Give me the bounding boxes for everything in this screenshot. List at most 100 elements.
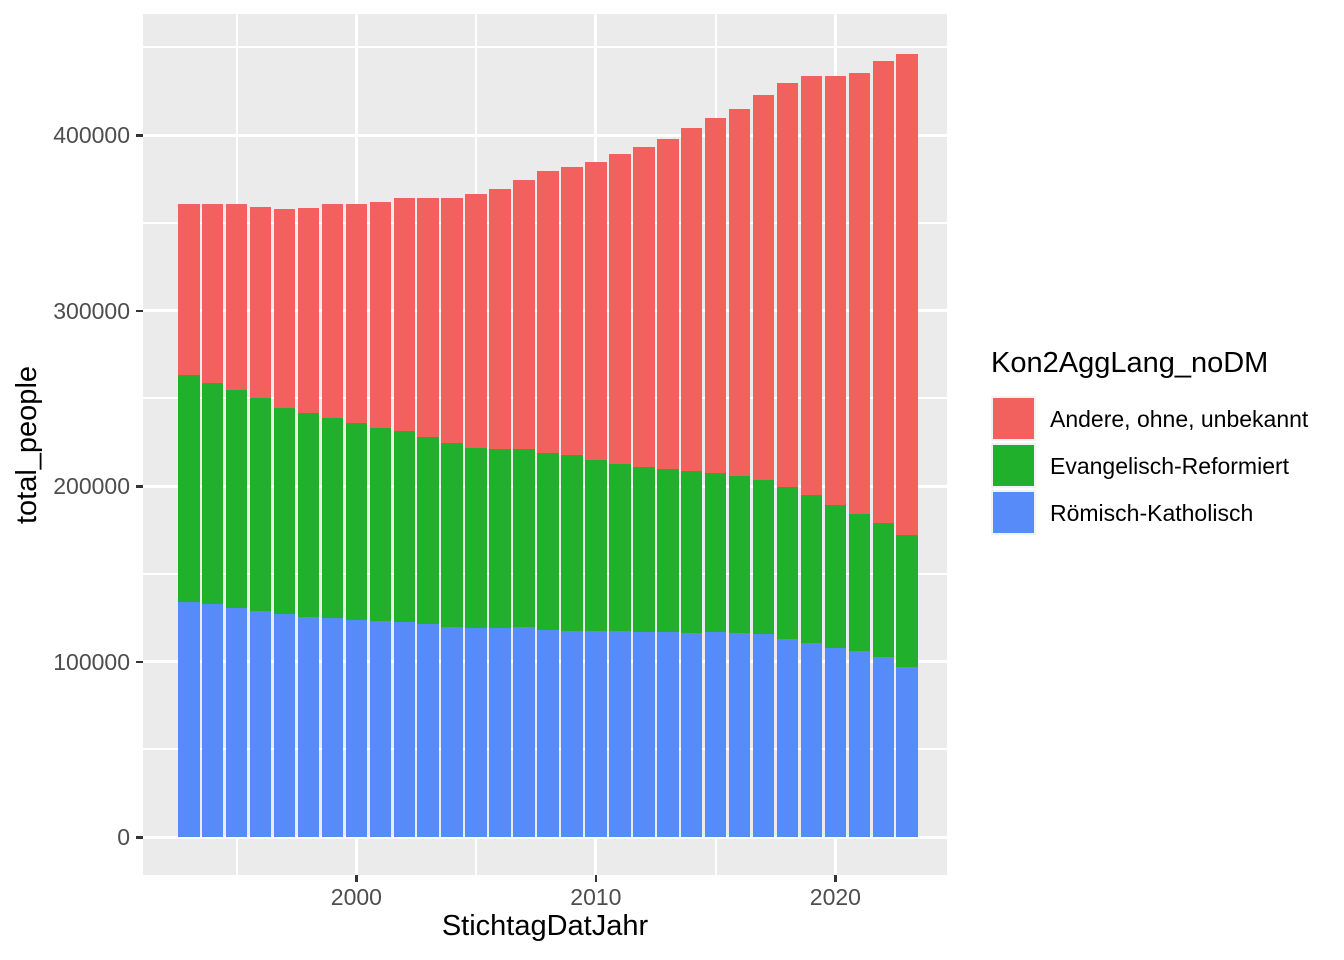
legend: Kon2AggLang_noDM Andere, ohne, unbekannt… [991,346,1336,537]
bar-segment [273,208,296,408]
bar-segment [728,475,751,634]
bar-segment [848,650,871,837]
bar-segment [465,447,487,629]
bar-segment [609,153,631,465]
bar-segment [824,75,847,505]
y-tick-label: 0 [117,824,130,850]
bar-segment [633,147,655,468]
bar-segment [800,494,823,643]
bar-segment [273,614,296,837]
bar-segment [393,430,416,622]
bar-segment [465,628,487,837]
bar-segment [345,203,368,424]
y-tick-label: 400000 [53,122,130,148]
bar-segment [225,203,248,390]
bar-segment [345,423,368,621]
legend-item: Andere, ohne, unbekannt [991,396,1336,441]
x-tick-mark [594,875,598,882]
bar-segment [872,61,895,524]
bar-segment [321,203,344,419]
bar-segment [321,618,344,837]
bar-segment [752,634,775,837]
bar-segment [704,473,727,632]
bar-segment [465,194,487,448]
x-tick-mark [834,875,837,882]
y-gridline-major [143,835,947,839]
bar-segment [848,73,871,514]
bar-segment [537,170,559,454]
bar-segment [776,486,799,640]
x-tick-label: 2020 [809,884,861,910]
bar-segment [704,632,727,837]
bar-segment [633,631,655,837]
bar-segment [800,76,823,495]
x-axis-title: StichtagDatJahr [441,910,649,942]
bar-segment [441,626,463,837]
bar-segment [896,53,919,535]
bar-segment [561,630,583,837]
x-tick-label: 2010 [570,884,622,910]
bar-segment [561,454,583,631]
bar-segment [489,189,511,449]
y-axis-title: total_people [11,365,43,525]
bar-segment [177,203,200,375]
bar-segment [656,468,679,632]
bar-segment [680,632,703,837]
bar-segment [393,621,416,837]
bar-segment [752,94,775,480]
bar-segment [752,479,775,635]
bar-segment [561,166,583,455]
bar-segment [441,443,463,627]
bar-segment [177,601,200,837]
bar-segment [249,610,272,837]
bar-segment [393,198,416,431]
bar-segment [489,448,511,628]
legend-label-andere: Andere, ohne, unbekannt [1050,405,1309,432]
bar-segment [704,118,727,474]
legend-swatch-reformiert [991,443,1036,488]
bar-segment [824,504,847,649]
legend-label-katholisch: Römisch-Katholisch [1050,499,1254,526]
bar-segment [345,620,368,837]
bar-segment [201,203,224,383]
bar-segment [728,633,751,837]
legend-item: Evangelisch-Reformiert [991,443,1336,488]
bar-segment [249,398,272,611]
bar-segment [872,657,895,837]
bar-segment [896,534,919,667]
bar-segment [297,208,320,413]
y-tick-label: 200000 [53,473,130,499]
bar-segment [249,206,272,399]
y-tick-mark [136,836,143,839]
bar-segment [489,627,511,837]
y-tick-label: 300000 [53,297,130,324]
bar-segment [537,453,559,631]
x-tick-mark [355,875,358,882]
bar-segment [417,198,440,438]
bar-segment [177,374,200,602]
bar-segment [609,464,631,631]
bar-segment [633,467,655,632]
bar-segment [441,198,463,444]
bar-segment [800,642,823,837]
plot-panel [143,14,947,875]
bar-segment [585,161,607,461]
bar-segment [513,179,535,449]
bar-segment [656,139,679,469]
bar-segment [609,630,631,837]
bar-segment [848,513,871,651]
bar-segment [369,201,392,428]
legend-swatch-katholisch [991,490,1036,535]
bar-segment [417,437,440,624]
bar-segment [297,617,320,837]
legend-label-reformiert: Evangelisch-Reformiert [1050,452,1290,479]
bar-segment [297,412,320,618]
bar-segment [321,418,344,619]
y-gridline-minor [143,46,947,49]
bar-segment [369,621,392,837]
y-tick-label: 100000 [53,648,130,675]
bar-segment [273,407,296,615]
bar-segment [776,82,799,487]
y-tick-mark [136,309,143,312]
